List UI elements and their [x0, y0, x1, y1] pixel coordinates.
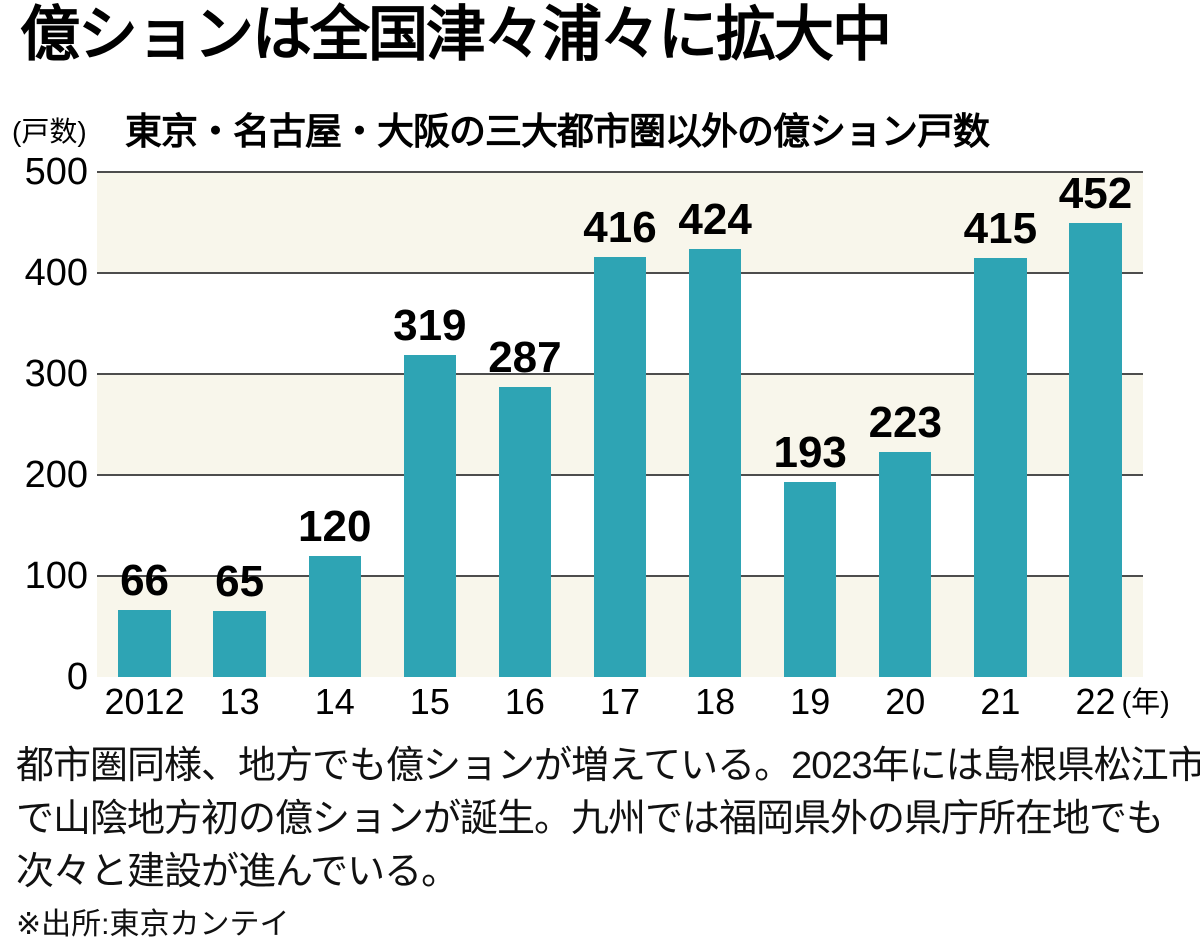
bar-value-label: 319: [393, 300, 467, 350]
bar-slot: 223: [858, 172, 953, 677]
bar: [1069, 223, 1122, 677]
bar-value-label: 287: [488, 333, 562, 383]
bar-slot: 424: [668, 172, 763, 677]
bar-value-label: 193: [773, 428, 847, 478]
bar-value-label: 66: [120, 556, 170, 606]
y-axis: 500 400 300 200 100 0: [0, 153, 88, 696]
bar-slot: 65: [192, 172, 287, 677]
bar-value-label: 65: [215, 557, 265, 607]
x-tick-label: 13: [219, 681, 260, 722]
x-tick-label: 18: [695, 681, 736, 722]
bar-slot: 120: [287, 172, 382, 677]
plot-area: 66 65 120 319 287 416 424 193 223 415 452: [97, 171, 1143, 677]
x-tick-label: 22 (年): [1075, 681, 1170, 722]
caption-line: 都市圏同様、地方でも億ションが増えている。2023年には島根県松江市: [16, 745, 1200, 787]
bar: [498, 387, 552, 677]
bar-value-label: 223: [868, 397, 942, 447]
bar-slot: 416: [572, 172, 667, 677]
x-tick-label: 2012: [104, 681, 185, 722]
plot-band: [97, 172, 1143, 273]
x-tick-label: 19: [790, 681, 831, 722]
caption-line: 次々と建設が進んでいる。: [16, 851, 459, 893]
y-tick-label: 0: [66, 656, 88, 698]
bar-value-label: 416: [583, 202, 657, 252]
bar-slot: 66: [97, 172, 192, 677]
bar: [118, 610, 171, 677]
bar-value-label: 120: [298, 501, 372, 551]
y-tick-label: 400: [24, 252, 88, 294]
x-tick-label: 21: [980, 681, 1021, 722]
x-axis: 2012 13 14 15 16 17 18 19 20 21 22 (年): [97, 681, 1170, 722]
bar: [213, 611, 266, 677]
y-tick-label: 500: [24, 151, 88, 193]
page-title: 億ションは全国津々浦々に拡大中: [20, 1, 892, 68]
bar-slot: 287: [477, 172, 572, 677]
y-tick-label: 100: [24, 555, 88, 597]
bar-slot: 193: [763, 172, 858, 677]
bar-series: 66 65 120 319 287 416 424 193 223 415 452: [97, 172, 1143, 677]
bar-slot: 415: [953, 172, 1048, 677]
bar: [403, 354, 456, 677]
bar-value-label: 424: [678, 194, 752, 244]
bar: [879, 451, 932, 677]
bar: [688, 248, 742, 677]
x-tick-label: 17: [599, 681, 641, 722]
bar: [784, 482, 837, 677]
y-axis-unit-label: (戸数): [12, 116, 87, 147]
x-axis-unit-label: (年): [1121, 687, 1170, 719]
x-tick-label: 15: [409, 681, 450, 722]
caption-line: で山陰地方初の億ションが誕生。九州では福岡県外の県庁所在地でも: [16, 798, 1164, 840]
bar: [308, 555, 361, 677]
bar-value-label: 415: [963, 203, 1038, 253]
y-tick-label: 300: [24, 353, 88, 395]
bar: [593, 256, 647, 677]
chart-caption: 都市圏同様、地方でも億ションが増えている。2023年には島根県松江市 で山陰地方…: [16, 740, 1200, 899]
chart-title: 東京・名古屋・大阪の三大都市圏以外の億ション戸数: [125, 112, 990, 153]
gridline: [97, 171, 1143, 173]
x-tick-label: 16: [504, 681, 545, 722]
source-note: ※出所:東京カンテイ: [16, 908, 290, 941]
y-tick-label: 200: [24, 454, 88, 496]
bar-value-label: 452: [1058, 169, 1133, 218]
bar-slot: 319: [382, 172, 477, 677]
bar-slot: 452: [1048, 172, 1143, 677]
x-tick-label: 20: [885, 681, 926, 722]
bar: [974, 257, 1027, 677]
x-tick-label: 14: [314, 681, 355, 722]
